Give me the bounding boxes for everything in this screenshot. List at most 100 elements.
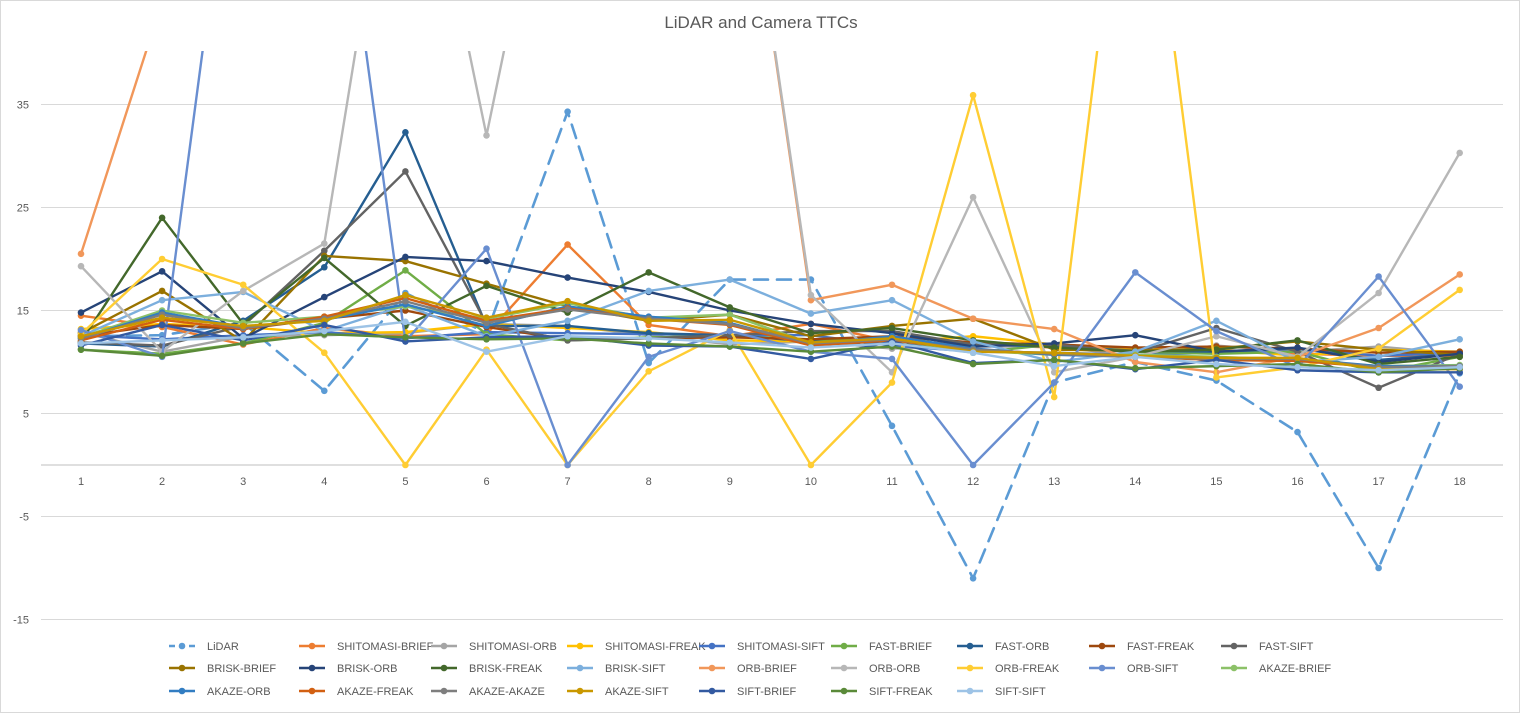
series-line bbox=[79, 51, 1461, 374]
data-point bbox=[969, 91, 977, 99]
data-point bbox=[1132, 364, 1139, 372]
legend-item[interactable]: ORB-ORB bbox=[831, 663, 920, 675]
data-point bbox=[645, 287, 652, 295]
data-point bbox=[726, 304, 734, 311]
data-point bbox=[1375, 366, 1382, 374]
legend-swatch-marker bbox=[308, 642, 316, 650]
data-point bbox=[483, 282, 490, 290]
data-point bbox=[1132, 358, 1139, 366]
legend-item[interactable]: FAST-BRIEF bbox=[831, 641, 932, 653]
legend-item[interactable]: SHITOMASI-SIFT bbox=[699, 641, 825, 653]
legend-item[interactable]: SIFT-SIFT bbox=[957, 686, 1046, 698]
data-point bbox=[645, 367, 652, 375]
legend-label: SHITOMASI-FREAK bbox=[605, 641, 706, 653]
data-point bbox=[321, 349, 328, 357]
data-point bbox=[645, 353, 652, 361]
legend-item[interactable]: BRISK-SIFT bbox=[567, 663, 666, 675]
data-point bbox=[564, 297, 571, 305]
data-point bbox=[402, 297, 409, 305]
y-tick-label: -15 bbox=[13, 615, 29, 627]
data-point bbox=[645, 329, 652, 337]
data-point bbox=[1050, 325, 1058, 333]
series-line bbox=[79, 278, 1461, 364]
y-tick-label: 15 bbox=[17, 306, 29, 318]
legend-label: AKAZE-BRIEF bbox=[1259, 663, 1331, 675]
data-point bbox=[402, 267, 409, 274]
data-point bbox=[158, 287, 166, 295]
data-point bbox=[807, 355, 815, 363]
data-point bbox=[402, 333, 409, 341]
legend-label: FAST-ORB bbox=[995, 641, 1049, 653]
legend-swatch-marker bbox=[178, 642, 186, 650]
x-tick-label: 13 bbox=[1048, 476, 1060, 488]
series-sift-sift bbox=[77, 318, 1463, 374]
legend-item[interactable]: BRISK-ORB bbox=[299, 663, 398, 675]
y-tick-label: 25 bbox=[17, 203, 29, 215]
data-point bbox=[321, 247, 328, 255]
legend-item[interactable]: SHITOMASI-ORB bbox=[431, 641, 557, 653]
data-point bbox=[1213, 332, 1220, 340]
x-tick-label: 10 bbox=[805, 476, 817, 488]
legend-item[interactable]: SIFT-FREAK bbox=[831, 686, 933, 698]
series-line bbox=[79, 296, 1461, 370]
data-point bbox=[321, 387, 328, 395]
data-point bbox=[1456, 149, 1463, 157]
legend-item[interactable]: SIFT-BRIEF bbox=[699, 686, 797, 698]
data-point bbox=[807, 320, 815, 328]
data-point bbox=[1375, 353, 1382, 361]
legend-item[interactable]: ORB-SIFT bbox=[1089, 663, 1179, 675]
legend-item[interactable]: AKAZE-ORB bbox=[169, 686, 271, 698]
legend-item[interactable]: AKAZE-BRIEF bbox=[1221, 663, 1331, 675]
data-point bbox=[158, 337, 166, 344]
legend-item[interactable]: AKAZE-SIFT bbox=[567, 686, 669, 698]
data-point bbox=[159, 1, 166, 5]
data-point bbox=[1456, 353, 1463, 361]
data-point bbox=[1294, 354, 1301, 362]
data-point bbox=[1375, 324, 1382, 332]
data-point bbox=[564, 108, 571, 116]
data-point bbox=[888, 422, 896, 430]
legend-item[interactable]: FAST-SIFT bbox=[1221, 641, 1314, 653]
data-point bbox=[483, 257, 490, 265]
legend-swatch-marker bbox=[966, 687, 974, 695]
legend-item[interactable]: FAST-ORB bbox=[957, 641, 1049, 653]
data-point bbox=[483, 319, 490, 327]
data-point bbox=[1213, 317, 1220, 325]
data-point bbox=[969, 315, 977, 323]
data-point bbox=[402, 168, 409, 175]
legend-item[interactable]: BRISK-BRIEF bbox=[169, 663, 276, 675]
data-point bbox=[1050, 362, 1058, 370]
legend-swatch-marker bbox=[308, 664, 316, 672]
legend-item[interactable]: SHITOMASI-FREAK bbox=[567, 641, 706, 653]
legend-item[interactable]: BRISK-FREAK bbox=[431, 663, 543, 675]
data-point bbox=[321, 321, 328, 329]
legend-item[interactable]: SHITOMASI-BRIEF bbox=[299, 641, 434, 653]
legend-item[interactable]: FAST-FREAK bbox=[1089, 641, 1195, 653]
x-tick-label: 9 bbox=[727, 476, 733, 488]
legend-swatch-marker bbox=[178, 664, 186, 672]
data-point bbox=[726, 316, 734, 324]
legend-label: ORB-SIFT bbox=[1127, 663, 1179, 675]
legend-item[interactable]: AKAZE-FREAK bbox=[299, 686, 414, 698]
data-point bbox=[158, 255, 166, 263]
legend-label: BRISK-FREAK bbox=[469, 663, 543, 675]
legend-item[interactable]: AKAZE-AKAZE bbox=[431, 686, 545, 698]
legend-swatch-marker bbox=[708, 642, 716, 650]
series-line bbox=[79, 332, 1461, 374]
data-point bbox=[158, 268, 166, 275]
data-point bbox=[564, 461, 571, 469]
y-tick-label: 5 bbox=[23, 409, 29, 421]
legend-label: FAST-FREAK bbox=[1127, 641, 1195, 653]
legend-label: AKAZE-FREAK bbox=[337, 686, 414, 698]
legend-item[interactable]: ORB-FREAK bbox=[957, 663, 1060, 675]
legend-item[interactable]: LiDAR bbox=[169, 641, 239, 653]
legend-item[interactable]: ORB-BRIEF bbox=[699, 663, 797, 675]
data-point bbox=[807, 344, 815, 351]
chart-title: LiDAR and Camera TTCs bbox=[664, 13, 858, 32]
data-point bbox=[1132, 331, 1139, 339]
data-point bbox=[1213, 327, 1220, 335]
data-point bbox=[239, 333, 247, 341]
legend-swatch-marker bbox=[708, 687, 716, 695]
data-point bbox=[888, 379, 896, 386]
x-tick-label: 17 bbox=[1372, 476, 1384, 488]
